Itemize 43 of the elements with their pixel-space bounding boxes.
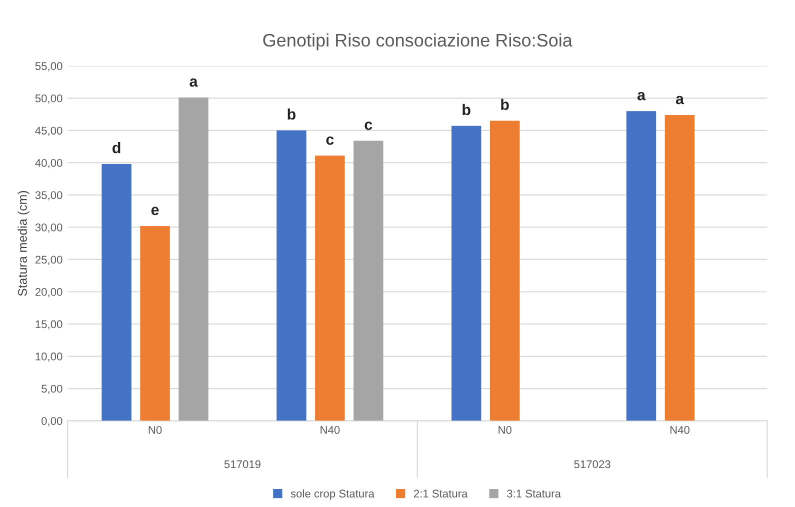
y-tick-label: 30,00 xyxy=(35,223,62,233)
data-label: b xyxy=(462,104,470,116)
x-tick-label: N0 xyxy=(498,426,512,434)
y-tick-label: 55,00 xyxy=(35,62,62,72)
text: 517019 xyxy=(224,460,260,468)
data-label: a xyxy=(637,92,646,100)
y-tick-label: 15,00 xyxy=(36,320,62,330)
bar xyxy=(626,111,656,421)
y-tick-label: 10,00 xyxy=(36,352,62,362)
bar xyxy=(664,114,695,421)
text: 517023 xyxy=(574,460,610,468)
bar xyxy=(315,156,345,421)
bar xyxy=(178,98,208,421)
y-axis-title: Statura media (cm) xyxy=(18,190,30,296)
data-label: c xyxy=(326,136,334,145)
bar xyxy=(490,120,520,421)
x-tick-label: N40 xyxy=(670,426,690,434)
y-tick-label: 40,00 xyxy=(35,158,62,168)
legend-label: sole crop Statura xyxy=(290,489,374,500)
data-label: c xyxy=(364,122,372,130)
y-tick-label: 35,00 xyxy=(35,191,62,200)
y-tick-label: 5,00 xyxy=(42,384,62,394)
legend-label: 3:1 Statura xyxy=(507,490,561,498)
y-tick-label: 45,00 xyxy=(35,126,62,136)
y-tick-label: 20,00 xyxy=(35,288,62,298)
data-label: a xyxy=(190,78,198,87)
y-tick-label: 25,00 xyxy=(35,256,62,265)
bar xyxy=(102,164,132,421)
x-tick-label: N0 xyxy=(148,426,162,434)
x-tick-label: N40 xyxy=(320,426,340,434)
legend-label: 2:1 Statura xyxy=(414,490,468,498)
data-label: b xyxy=(288,108,296,120)
data-label: d xyxy=(112,142,120,154)
data-label: a xyxy=(676,96,684,104)
data-label: b xyxy=(501,98,509,110)
bar xyxy=(140,226,170,421)
chart-title: Genotipi Riso consociazione Riso:Soia xyxy=(263,33,572,50)
bar xyxy=(451,126,482,421)
y-tick-label: 0,00 xyxy=(42,417,62,426)
data-label: e xyxy=(151,206,159,216)
bar xyxy=(354,140,384,421)
y-tick-label: 50,00 xyxy=(35,94,62,104)
bar xyxy=(276,130,306,421)
